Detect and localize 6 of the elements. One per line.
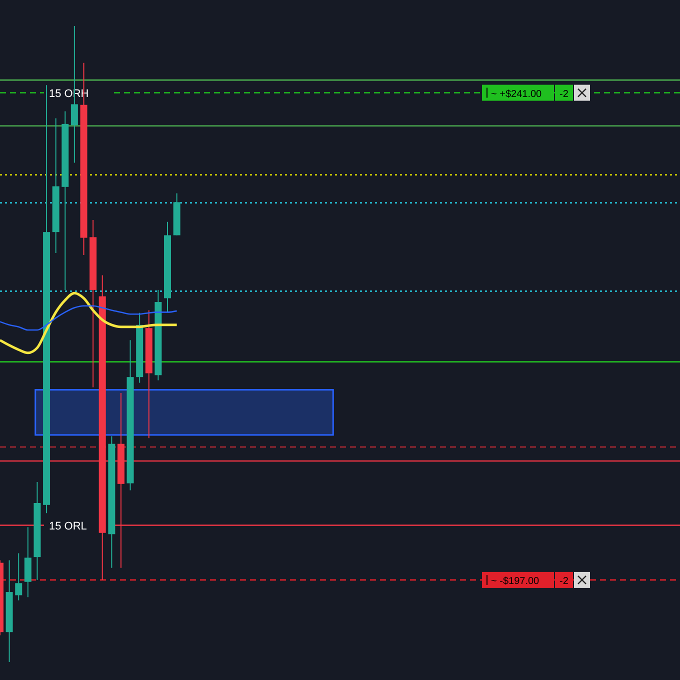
- annotation: ~ +$241.00: [491, 88, 542, 100]
- ref-line-label: 15 ORL: [49, 520, 87, 532]
- candlestick: [15, 552, 22, 601]
- annotation: -2: [560, 88, 569, 100]
- annotation: -2: [560, 576, 569, 587]
- annotation: ~ -$197.00: [491, 576, 540, 587]
